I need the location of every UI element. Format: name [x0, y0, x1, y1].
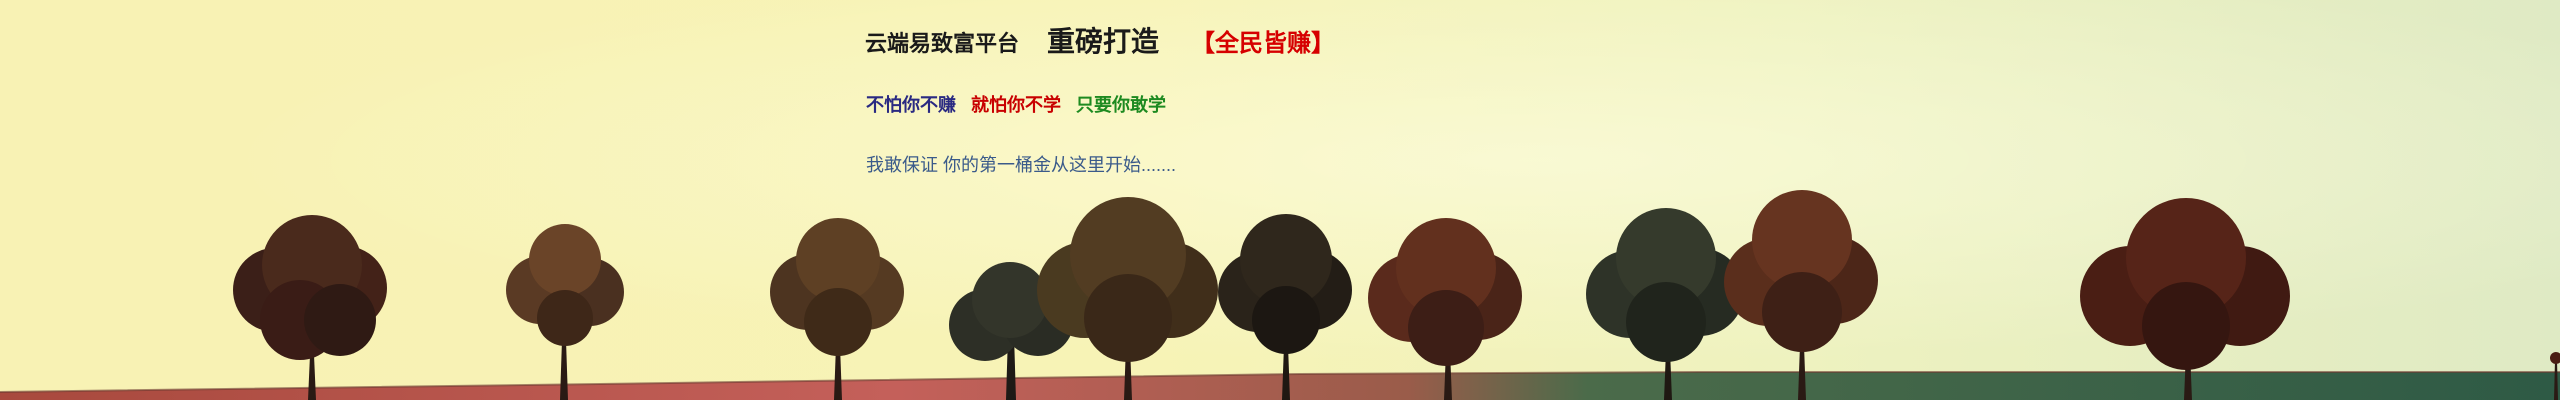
headline: 云端易致富平台 重磅打造 【全民皆赚】 — [865, 20, 1335, 60]
slogan-part-2: 就怕你不学 — [971, 95, 1062, 115]
field — [0, 372, 2560, 400]
slogan: 不怕你不赚 就怕你不学 只要你敢学 — [866, 91, 1166, 117]
tree — [233, 215, 387, 400]
promo-badge: 【全民皆赚】 — [1191, 30, 1336, 57]
tree — [770, 218, 904, 400]
tree — [2550, 352, 2560, 400]
tree — [1586, 208, 1744, 400]
launch-text: 重磅打造 — [1047, 26, 1160, 57]
tree — [1368, 218, 1522, 400]
tree — [1724, 190, 1878, 400]
platform-name: 云端易致富平台 — [865, 31, 1020, 56]
tree — [506, 224, 624, 400]
tree — [2080, 198, 2290, 400]
horizon-line — [0, 371, 2560, 393]
slogan-part-3: 只要你敢学 — [1076, 95, 1167, 115]
slogan-part-1: 不怕你不赚 — [866, 95, 956, 115]
tree — [1037, 197, 1218, 400]
tree — [1218, 214, 1352, 400]
promise-text: 我敢保证 你的第一桶金从这里开始....... — [866, 155, 1177, 175]
